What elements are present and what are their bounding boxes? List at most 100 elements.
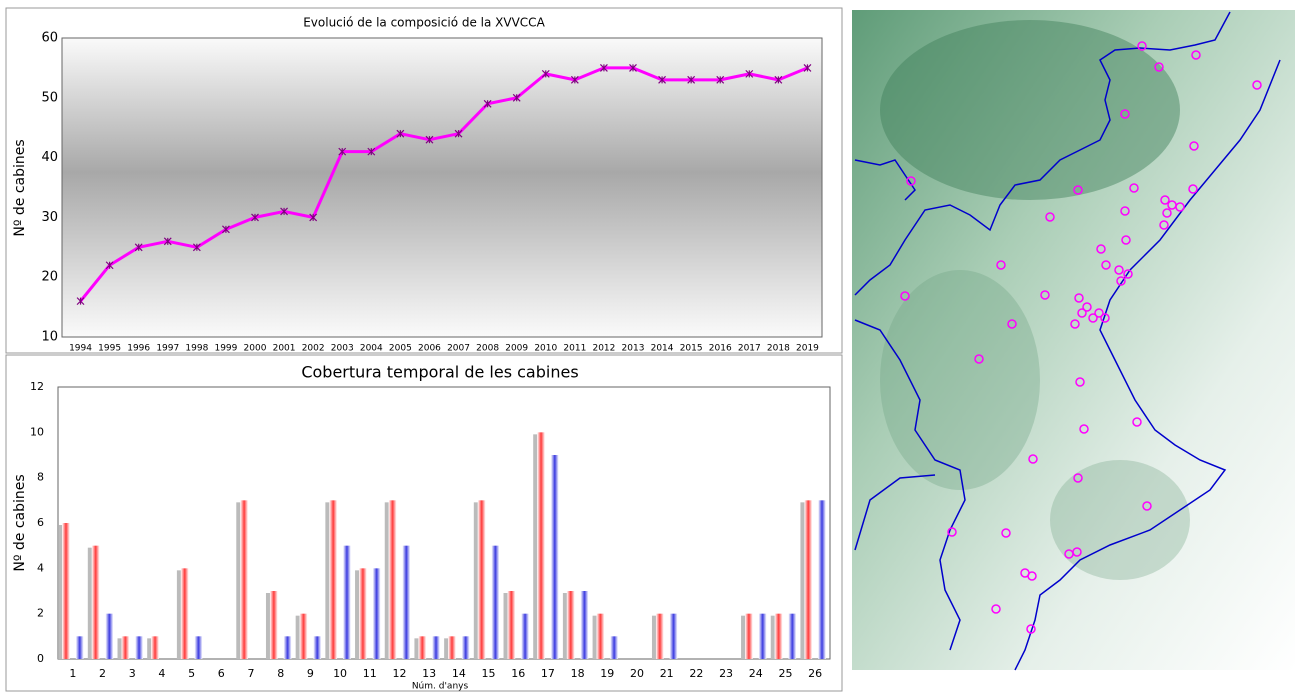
x-tick-label: 1 xyxy=(69,667,76,680)
y-tick-label: 20 xyxy=(41,270,58,285)
x-tick-label: 6 xyxy=(218,667,225,680)
bar-shadow xyxy=(473,502,478,659)
bar xyxy=(432,636,440,659)
bar xyxy=(461,636,470,659)
bar xyxy=(329,500,338,659)
bar xyxy=(774,613,783,659)
x-tick-label: 2019 xyxy=(796,344,819,354)
x-tick-label: 2009 xyxy=(505,344,528,354)
x-tick-label: 2016 xyxy=(709,344,732,354)
data-marker xyxy=(687,75,696,84)
data-marker xyxy=(192,243,201,252)
y-tick-label: 10 xyxy=(41,330,58,345)
x-tick-label: 14 xyxy=(452,667,466,680)
bar-shadow xyxy=(770,615,775,659)
x-tick-label: 20 xyxy=(630,667,644,680)
bar-shadow xyxy=(265,593,270,659)
bar xyxy=(507,591,516,659)
x-axis-label: Núm. d'anys xyxy=(412,682,469,692)
data-marker xyxy=(251,213,259,222)
x-tick-label: 5 xyxy=(188,667,195,680)
bar xyxy=(62,523,70,659)
data-marker xyxy=(309,213,318,222)
x-tick-label: 12 xyxy=(392,667,406,680)
bar-shadow xyxy=(325,502,330,659)
bar xyxy=(580,591,589,659)
data-marker xyxy=(221,225,230,234)
bar xyxy=(180,568,189,659)
x-tick-label: 2010 xyxy=(534,344,557,354)
x-tick-label: 2013 xyxy=(622,344,645,354)
bar-shadow xyxy=(147,638,152,659)
bar xyxy=(477,500,486,659)
bar-shadow xyxy=(384,502,389,659)
bar xyxy=(359,568,367,659)
bar xyxy=(550,455,559,659)
bar xyxy=(566,591,575,659)
bar-chart: Cobertura temporal de les cabines Nº de … xyxy=(12,363,826,692)
bar-shadow xyxy=(355,570,360,659)
x-tick-label: 21 xyxy=(660,667,674,680)
x-tick-label: 22 xyxy=(689,667,703,680)
coastline xyxy=(1014,59,1281,671)
x-tick-label: 15 xyxy=(482,667,496,680)
data-marker xyxy=(629,63,637,72)
x-tick-label: 2014 xyxy=(651,344,674,354)
x-tick-label: 2004 xyxy=(360,344,383,354)
x-tick-label: 1996 xyxy=(127,344,150,354)
x-tick-label: 19 xyxy=(600,667,614,680)
x-tick-label: 2005 xyxy=(389,344,412,354)
bar xyxy=(610,636,619,659)
x-tick-label: 3 xyxy=(129,667,136,680)
x-tick-label: 2000 xyxy=(244,344,267,354)
y-tick-label: 30 xyxy=(41,210,58,225)
x-tick-label: 8 xyxy=(277,667,284,680)
bar xyxy=(596,613,605,659)
bar xyxy=(669,613,678,659)
x-tick-label: 1994 xyxy=(69,344,92,354)
data-marker xyxy=(163,237,172,246)
bar xyxy=(758,613,767,659)
data-marker xyxy=(774,75,783,84)
relief xyxy=(1050,460,1190,580)
boundary xyxy=(854,319,966,651)
bar-shadow xyxy=(176,570,181,659)
bar-shadow xyxy=(414,638,419,659)
bar-shadow xyxy=(444,638,449,659)
data-marker xyxy=(76,297,85,306)
data-marker xyxy=(570,75,579,84)
x-tick-label: 7 xyxy=(248,667,255,680)
map xyxy=(852,10,1295,671)
x-tick-label: 23 xyxy=(719,667,733,680)
x-tick-label: 1997 xyxy=(156,344,179,354)
data-marker xyxy=(280,207,289,216)
y-tick-label: 50 xyxy=(41,90,58,105)
x-tick-label: 2002 xyxy=(302,344,325,354)
y-tick-label: 2 xyxy=(37,607,44,620)
x-tick-label: 26 xyxy=(808,667,822,680)
data-marker xyxy=(716,75,725,84)
bar-shadow xyxy=(236,502,241,659)
relief xyxy=(880,270,1040,490)
data-marker xyxy=(367,147,376,156)
bar xyxy=(75,636,84,659)
data-marker xyxy=(134,243,143,252)
bar-shadow xyxy=(800,502,805,659)
boundary xyxy=(854,159,916,201)
y-axis-label: Nº de cabines xyxy=(12,474,28,571)
chart-title: Evolució de la composició de la XVVCCA xyxy=(303,16,545,30)
x-tick-label: 2011 xyxy=(563,344,586,354)
bar-shadow xyxy=(533,434,538,659)
x-tick-label: 16 xyxy=(511,667,525,680)
y-tick-label: 8 xyxy=(37,471,44,484)
data-marker xyxy=(658,75,667,84)
y-tick-label: 6 xyxy=(37,516,44,529)
bar xyxy=(521,613,529,659)
plot-area xyxy=(57,386,831,660)
data-marker xyxy=(338,147,347,156)
bar xyxy=(240,500,248,659)
bar xyxy=(299,613,308,659)
data-marker xyxy=(105,261,114,270)
data-marker xyxy=(541,69,550,78)
